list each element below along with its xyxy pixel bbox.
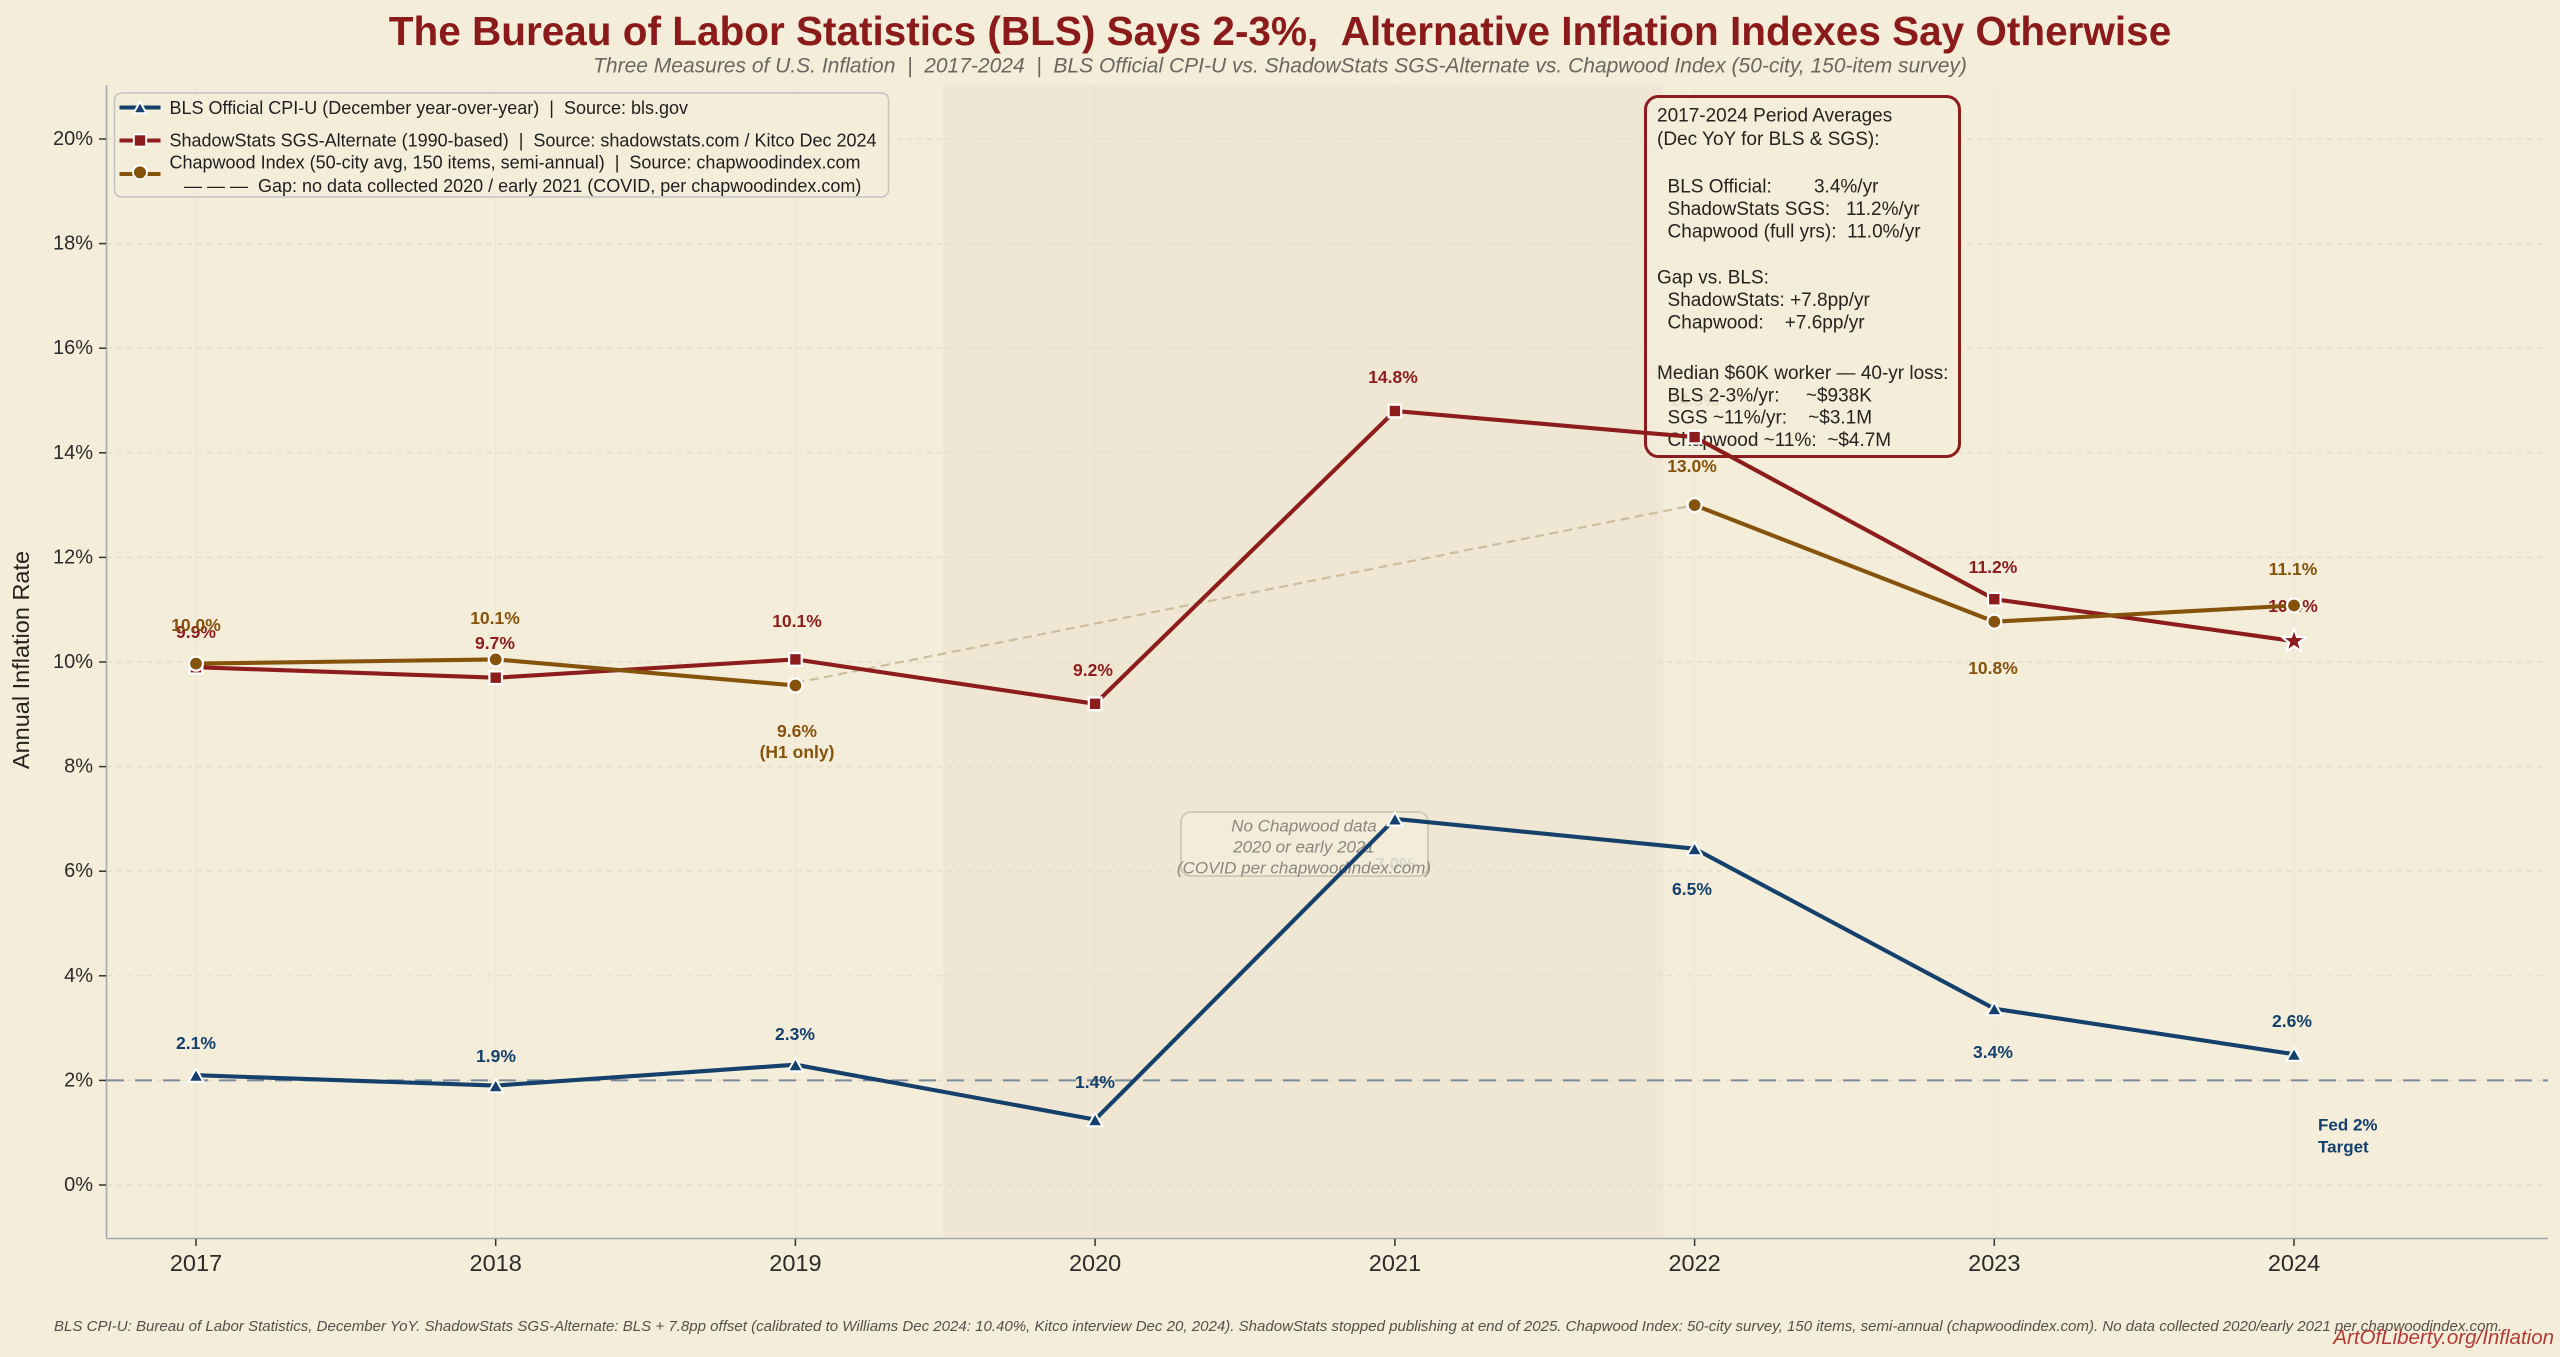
svg-text:Annual Inflation Rate: Annual Inflation Rate xyxy=(8,551,34,769)
svg-text:BLS Official CPI-U (December y: BLS Official CPI-U (December year-over-y… xyxy=(170,98,689,118)
svg-text:2021: 2021 xyxy=(1369,1250,1421,1276)
svg-text:Chapwood Index (50-city avg, 1: Chapwood Index (50-city avg, 150 items, … xyxy=(170,153,861,173)
svg-text:2.1%: 2.1% xyxy=(176,1033,216,1053)
svg-text:2017: 2017 xyxy=(170,1250,222,1276)
svg-text:1.9%: 1.9% xyxy=(476,1046,516,1066)
svg-text:13.0%: 13.0% xyxy=(1667,456,1717,476)
svg-text:6%: 6% xyxy=(64,860,93,882)
svg-text:9.7%: 9.7% xyxy=(475,633,515,653)
svg-text:2.6%: 2.6% xyxy=(2272,1011,2312,1031)
svg-text:9.9%: 9.9% xyxy=(176,622,216,642)
svg-text:No Chapwood data: No Chapwood data xyxy=(1231,817,1377,836)
svg-text:18%: 18% xyxy=(53,233,93,255)
svg-text:6.5%: 6.5% xyxy=(1672,879,1712,899)
svg-text:20%: 20% xyxy=(53,128,93,150)
svg-text:Median $60K worker — 40-yr los: Median $60K worker — 40-yr loss: xyxy=(1657,363,1948,384)
svg-text:2019: 2019 xyxy=(769,1250,821,1276)
svg-text:2.3%: 2.3% xyxy=(775,1024,815,1044)
svg-text:2018: 2018 xyxy=(470,1250,522,1276)
svg-text:4%: 4% xyxy=(64,965,93,987)
svg-text:2020 or early 2021: 2020 or early 2021 xyxy=(1232,838,1375,857)
svg-text:2022: 2022 xyxy=(1668,1250,1720,1276)
svg-text:ShadowStats SGS: 11.2%/yr: ShadowStats SGS: 11.2%/yr xyxy=(1657,199,1920,220)
svg-text:(H1 only): (H1 only) xyxy=(760,742,835,762)
svg-text:Chapwood ~11%: ~$4.7M: Chapwood ~11%: ~$4.7M xyxy=(1657,430,1891,451)
svg-text:11.2%: 11.2% xyxy=(1969,557,2018,577)
svg-text:2017-2024 Period Averages: 2017-2024 Period Averages xyxy=(1657,106,1892,127)
svg-text:1.4%: 1.4% xyxy=(1075,1072,1115,1092)
svg-text:10%: 10% xyxy=(53,651,93,673)
svg-text:2%: 2% xyxy=(64,1069,93,1091)
svg-text:9.2%: 9.2% xyxy=(1073,660,1113,680)
svg-text:11.1%: 11.1% xyxy=(2269,559,2318,579)
svg-text:9.6%: 9.6% xyxy=(777,721,817,741)
svg-text:— — — Gap: no data collected: — — — Gap: no data collected 2020 / earl… xyxy=(184,176,861,196)
svg-text:12%: 12% xyxy=(53,546,93,568)
svg-text:Gap vs. BLS:: Gap vs. BLS: xyxy=(1657,268,1769,289)
svg-text:Target: Target xyxy=(2318,1138,2369,1157)
svg-text:BLS 2-3%/yr: ~$938K: BLS 2-3%/yr: ~$938K xyxy=(1657,385,1872,406)
svg-text:14.8%: 14.8% xyxy=(1368,367,1418,387)
svg-text:ArtOfLiberty.org/Inflation: ArtOfLiberty.org/Inflation xyxy=(2331,1326,2554,1349)
svg-text:8%: 8% xyxy=(64,756,93,778)
svg-text:10.1%: 10.1% xyxy=(470,608,520,628)
svg-text:10.0%: 10.0% xyxy=(171,615,221,635)
svg-text:(Dec YoY for BLS & SGS):: (Dec YoY for BLS & SGS): xyxy=(1657,129,1879,150)
svg-text:Three Measures of U.S. Inflati: Three Measures of U.S. Inflation | 2017-… xyxy=(593,55,1967,78)
svg-text:2024: 2024 xyxy=(2268,1250,2320,1276)
svg-text:16%: 16% xyxy=(53,337,93,359)
svg-text:14%: 14% xyxy=(53,442,93,464)
svg-text:The Bureau of Labor Statistics: The Bureau of Labor Statistics (BLS) Say… xyxy=(389,8,2171,54)
svg-text:Chapwood (full yrs): 11.0%/yr: Chapwood (full yrs): 11.0%/yr xyxy=(1657,222,1921,243)
svg-text:10.1%: 10.1% xyxy=(772,611,822,631)
svg-text:(COVID per chapwoodindex.com): (COVID per chapwoodindex.com) xyxy=(1177,859,1431,878)
svg-text:SGS ~11%/yr: ~$3.1M: SGS ~11%/yr: ~$3.1M xyxy=(1657,408,1872,429)
svg-text:ShadowStats: +7.8pp/yr: ShadowStats: +7.8pp/yr xyxy=(1657,290,1870,311)
svg-text:Fed 2%: Fed 2% xyxy=(2318,1116,2378,1135)
svg-text:10.8%: 10.8% xyxy=(1968,658,2018,678)
svg-text:Chapwood: +7.6pp/yr: Chapwood: +7.6pp/yr xyxy=(1657,313,1865,334)
svg-text:BLS CPI-U: Bureau of Labor Sta: BLS CPI-U: Bureau of Labor Statistics, D… xyxy=(54,1318,2502,1335)
svg-text:BLS Official: 3.4%/yr: BLS Official: 3.4%/yr xyxy=(1657,177,1879,198)
svg-text:2023: 2023 xyxy=(1968,1250,2020,1276)
svg-text:3.4%: 3.4% xyxy=(1973,1042,2013,1062)
svg-text:ShadowStats SGS-Alternate (199: ShadowStats SGS-Alternate (1990-based) |… xyxy=(170,131,877,151)
svg-text:2020: 2020 xyxy=(1069,1250,1121,1276)
svg-text:0%: 0% xyxy=(64,1174,93,1196)
